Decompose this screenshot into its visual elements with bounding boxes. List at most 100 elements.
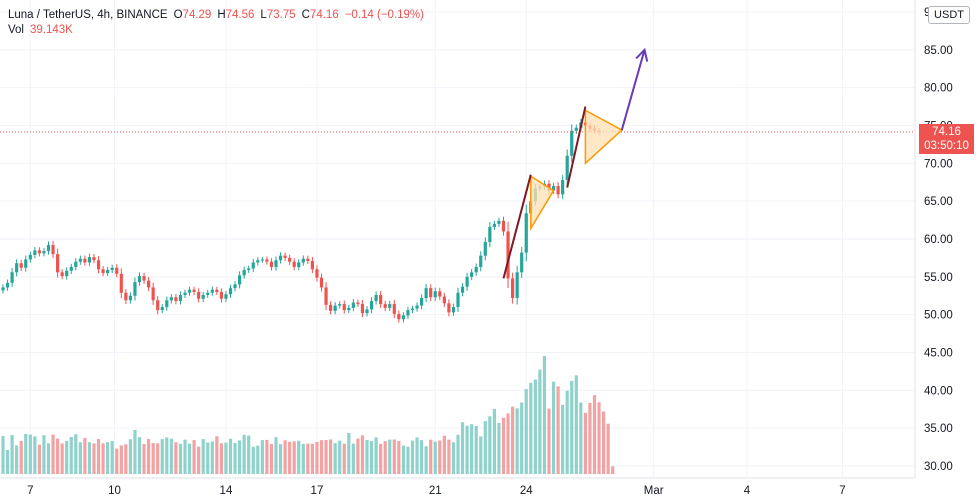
flagpole-line[interactable] bbox=[502, 174, 532, 279]
volume-bar bbox=[547, 408, 551, 474]
candle bbox=[124, 288, 128, 305]
candle-body bbox=[210, 289, 214, 293]
candle bbox=[110, 264, 114, 274]
candle-body bbox=[87, 257, 92, 263]
volume-row: Vol 39.143K bbox=[8, 23, 424, 38]
time-tick-label: 24 bbox=[520, 485, 533, 497]
candle-body bbox=[192, 289, 196, 292]
pennant-pattern[interactable] bbox=[584, 109, 624, 166]
volume-bar bbox=[497, 423, 501, 474]
volume-bar bbox=[342, 443, 346, 474]
volume-bar bbox=[470, 424, 474, 474]
time-axis[interactable]: 7 10 14 17 21 24 Mar 4 7 bbox=[27, 485, 846, 497]
candle bbox=[87, 253, 92, 266]
candle-body bbox=[506, 231, 510, 279]
symbol-title[interactable]: Luna / TetherUS, 4h, BINANCE bbox=[8, 9, 168, 21]
volume-bar bbox=[365, 440, 369, 474]
candle-body bbox=[233, 284, 237, 289]
candle-body bbox=[301, 258, 305, 263]
volume-bar bbox=[178, 443, 183, 474]
price-axis[interactable]: 90.0085.0080.0075.0070.0065.0060.0055.00… bbox=[924, 7, 953, 473]
candle bbox=[497, 217, 501, 227]
volume-bar bbox=[265, 439, 269, 474]
candle-body bbox=[147, 280, 151, 288]
candle-body bbox=[187, 289, 192, 293]
volume-bar bbox=[210, 441, 214, 474]
candle bbox=[397, 310, 401, 323]
volume-bar bbox=[483, 421, 487, 474]
candle bbox=[442, 292, 446, 307]
candle bbox=[147, 276, 151, 292]
candle bbox=[74, 258, 78, 271]
candle-body bbox=[383, 304, 387, 308]
candle-body bbox=[256, 260, 260, 263]
candle-body bbox=[128, 295, 132, 301]
volume-bar bbox=[46, 443, 51, 474]
candle bbox=[269, 258, 274, 271]
candle bbox=[319, 273, 324, 292]
volume-bar bbox=[147, 438, 151, 474]
candle bbox=[265, 256, 269, 265]
currency-button[interactable]: USDT bbox=[928, 6, 970, 24]
volume-bar bbox=[133, 429, 137, 474]
candle-body bbox=[556, 186, 560, 195]
candle bbox=[474, 263, 478, 276]
candle-body bbox=[160, 307, 164, 311]
candle-body bbox=[570, 130, 574, 156]
candle bbox=[465, 272, 469, 291]
volume-bar bbox=[92, 443, 96, 474]
candle bbox=[10, 268, 14, 288]
candle bbox=[420, 294, 424, 310]
volume-bar bbox=[465, 425, 469, 474]
price-tick-label: 40.00 bbox=[924, 385, 953, 397]
volume-bar bbox=[319, 440, 324, 474]
pennant-pattern[interactable] bbox=[530, 174, 555, 232]
volume-bar bbox=[15, 445, 19, 474]
candle-body bbox=[442, 296, 446, 304]
candle bbox=[288, 254, 292, 265]
price-tick-label: 30.00 bbox=[924, 461, 953, 473]
candle bbox=[169, 294, 173, 304]
volume-bar bbox=[565, 390, 569, 474]
price-tick-label: 45.00 bbox=[924, 348, 953, 360]
candle-body bbox=[260, 259, 264, 261]
volume-bar bbox=[574, 375, 578, 474]
candle bbox=[570, 124, 574, 163]
candle bbox=[410, 305, 415, 314]
candle-body bbox=[283, 255, 287, 258]
volume-bar bbox=[561, 404, 565, 474]
volume-bar bbox=[420, 440, 424, 474]
candle-body bbox=[297, 262, 301, 267]
candle-body bbox=[474, 266, 478, 273]
volume-bar bbox=[583, 412, 587, 474]
candle-body bbox=[124, 292, 128, 301]
volume-bar bbox=[433, 441, 437, 474]
candle bbox=[201, 291, 205, 302]
candle bbox=[197, 288, 201, 303]
candle bbox=[360, 300, 365, 318]
flagpole-line[interactable] bbox=[566, 106, 587, 188]
candle-body bbox=[15, 263, 19, 273]
candle-body bbox=[347, 307, 351, 311]
candle bbox=[565, 149, 569, 187]
volume-bar bbox=[424, 446, 428, 474]
high-value: 74.56 bbox=[225, 9, 255, 21]
candle-body bbox=[329, 304, 333, 311]
volume-value: 39.143K bbox=[30, 24, 73, 36]
volume-bar bbox=[274, 437, 278, 474]
candle bbox=[56, 248, 60, 278]
chart-grid bbox=[0, 0, 915, 478]
candle-body bbox=[201, 294, 205, 299]
candle bbox=[310, 257, 314, 274]
candle-body bbox=[51, 245, 55, 255]
volume-bar bbox=[42, 435, 46, 474]
last-price-label: 74.16 03:50:10 bbox=[919, 123, 974, 154]
target-arrow[interactable] bbox=[620, 49, 646, 131]
volume-bar bbox=[347, 432, 351, 474]
candle bbox=[142, 272, 146, 284]
candle bbox=[206, 289, 210, 298]
volume-bar bbox=[492, 408, 496, 474]
candle bbox=[160, 303, 164, 314]
volume-bar bbox=[606, 423, 610, 474]
